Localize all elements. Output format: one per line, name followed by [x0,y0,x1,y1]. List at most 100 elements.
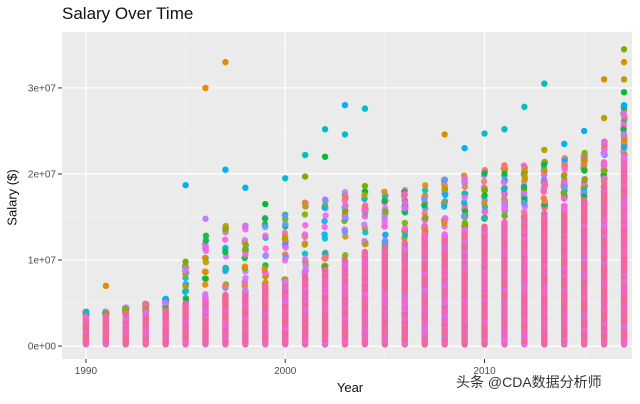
data-point [541,179,549,186]
data-point [242,251,249,258]
data-point [501,219,508,226]
data-point [242,287,249,294]
data-point [341,252,349,259]
data-point [301,211,309,218]
data-point [302,222,309,229]
outlier-point [481,130,488,137]
outlier-point [301,151,309,159]
data-point [301,241,308,248]
data-point [461,219,469,226]
data-point [322,197,329,204]
data-point [342,233,349,240]
outlier-point [202,84,209,92]
data-point [560,177,568,185]
data-point [281,257,289,264]
outlier-point [222,166,229,173]
outlier-point [541,80,548,87]
data-point [381,188,388,195]
data-point [461,226,468,234]
data-point [481,208,489,215]
outlier-point [501,126,508,133]
data-point [441,231,448,238]
data-point [581,176,588,184]
data-point [341,208,349,215]
data-point [261,215,269,222]
y-axis-label: Salary ($) [4,169,20,226]
outlier-point [620,76,628,83]
data-point [221,282,229,290]
data-point [122,310,129,317]
data-point [341,213,349,221]
data-point [521,175,529,182]
data-point [242,241,250,249]
outlier-point [282,175,289,182]
data-point [241,236,249,244]
data-point [401,190,409,198]
outlier-point [321,126,329,133]
data-point [521,214,528,222]
data-point [341,188,349,196]
data-point [202,281,209,288]
data-point [481,187,488,194]
data-point [282,220,289,228]
outlier-point [561,140,568,148]
data-point [222,226,229,233]
data-point [321,266,329,273]
chart-title: Salary Over Time [62,4,194,23]
y-tick-label: 2e+07 [28,169,57,180]
outlier-point [242,184,249,191]
outlier-point [341,101,349,109]
data-point [301,274,309,281]
data-point [541,197,548,205]
data-point [461,199,468,206]
data-point [181,288,189,295]
data-point [560,172,568,180]
data-point [441,176,449,184]
data-point [142,309,149,316]
data-point [560,183,568,191]
x-tick-label: 2010 [473,366,496,377]
data-point [321,231,328,238]
data-point [341,228,349,235]
data-point [600,183,608,191]
data-point [261,265,268,273]
x-tick-label: 1990 [75,366,98,377]
data-point [421,196,428,203]
data-point [500,179,508,186]
data-point [422,214,429,221]
data-point [341,203,349,210]
data-point [421,187,429,194]
data-point [361,221,368,228]
outlier-point [620,89,628,96]
data-point [202,232,210,239]
data-point [540,161,548,168]
outlier-point [620,58,628,66]
data-point [461,183,469,191]
data-point [281,235,289,242]
outlier-point [620,101,628,109]
data-point [321,217,328,225]
data-point [321,223,328,231]
data-point [262,232,269,239]
data-point [342,194,349,201]
outlier-point [102,282,110,290]
data-point [601,150,608,158]
data-point [141,300,149,308]
data-point [301,268,308,276]
data-point [421,235,428,242]
data-point [162,299,169,306]
data-point [480,178,488,185]
data-point [421,201,428,209]
data-point [481,223,488,230]
data-point [162,307,169,314]
data-point [282,244,289,251]
data-point [601,138,608,146]
data-point [241,278,249,285]
data-point [382,208,389,215]
data-point [401,199,409,207]
data-point [421,231,428,238]
data-point [401,219,409,227]
data-point [460,213,468,220]
data-point [182,300,189,307]
